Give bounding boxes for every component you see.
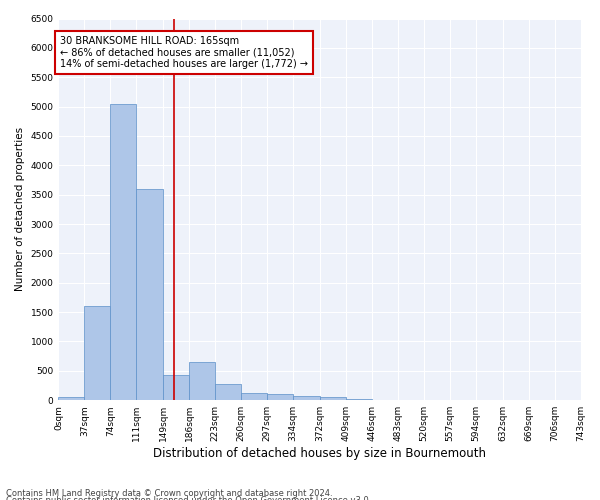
- Bar: [136, 189, 163, 400]
- Bar: [163, 375, 189, 400]
- Bar: [267, 394, 293, 400]
- Bar: [346, 399, 372, 400]
- Bar: [85, 306, 110, 400]
- Bar: [110, 104, 136, 400]
- Bar: [241, 392, 267, 400]
- Text: Contains HM Land Registry data © Crown copyright and database right 2024.: Contains HM Land Registry data © Crown c…: [6, 488, 332, 498]
- Bar: [215, 384, 241, 400]
- Bar: [293, 396, 320, 400]
- Text: 30 BRANKSOME HILL ROAD: 165sqm
← 86% of detached houses are smaller (11,052)
14%: 30 BRANKSOME HILL ROAD: 165sqm ← 86% of …: [60, 36, 308, 70]
- Bar: [189, 362, 215, 400]
- X-axis label: Distribution of detached houses by size in Bournemouth: Distribution of detached houses by size …: [153, 447, 486, 460]
- Y-axis label: Number of detached properties: Number of detached properties: [15, 128, 25, 292]
- Text: Contains public sector information licensed under the Open Government Licence v3: Contains public sector information licen…: [6, 496, 371, 500]
- Bar: [320, 397, 346, 400]
- Bar: [58, 398, 85, 400]
